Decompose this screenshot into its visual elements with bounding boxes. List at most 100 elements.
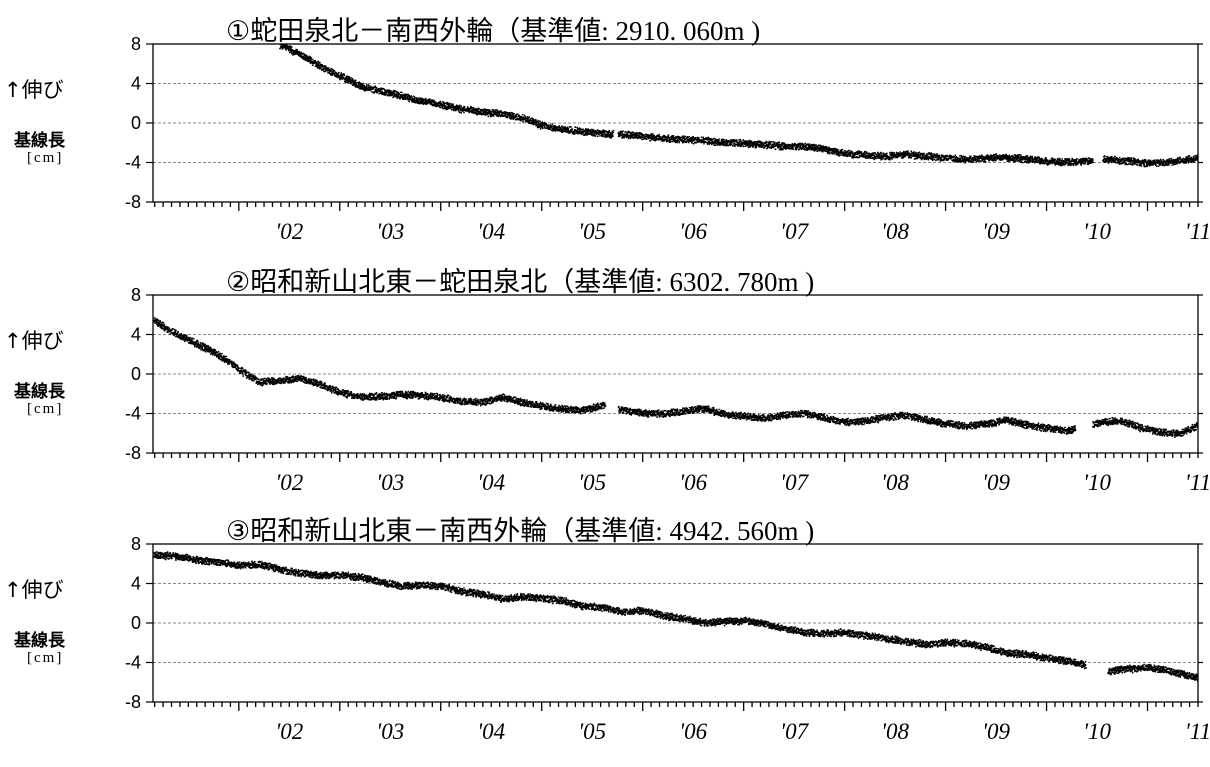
data-point: [393, 95, 396, 97]
data-point: [1045, 158, 1048, 161]
data-point: [1151, 161, 1154, 164]
data-point: [968, 160, 970, 163]
data-point: [930, 155, 932, 157]
data-point: [982, 160, 985, 163]
data-point: [857, 153, 859, 155]
data-point: [642, 136, 644, 139]
data-point: [1169, 158, 1171, 160]
data-point: [723, 138, 725, 141]
data-point: [630, 133, 633, 135]
data-point: [1157, 161, 1160, 164]
data-point: [858, 154, 861, 157]
data-point: [1149, 159, 1152, 162]
data-point: [491, 109, 493, 111]
data-point: [910, 150, 913, 153]
data-point: [824, 150, 826, 152]
data-point: [1112, 157, 1114, 159]
data-point: [415, 99, 417, 101]
data-point: [581, 133, 583, 136]
data-point: [1067, 162, 1069, 165]
data-point: [379, 89, 382, 92]
data-point: [1029, 157, 1031, 159]
data-point: [1140, 160, 1142, 162]
data-point: [375, 86, 378, 89]
data-point: [1020, 158, 1022, 161]
data-point: [432, 99, 434, 102]
data-point: [834, 148, 837, 150]
data-point: [849, 155, 852, 157]
data-point: [535, 118, 537, 121]
data-point: [532, 122, 534, 124]
data-point: [492, 109, 495, 111]
data-point: [645, 133, 647, 136]
data-point: [810, 145, 812, 148]
data-point: [414, 97, 416, 99]
data-point: [490, 112, 493, 114]
data-point: [716, 140, 718, 142]
data-point: [444, 102, 446, 104]
data-point: [334, 74, 336, 76]
data-point: [294, 52, 296, 55]
data-point: [812, 147, 814, 150]
data-point: [685, 141, 688, 143]
data-point: [872, 152, 874, 154]
data-point: [656, 135, 658, 137]
data-point: [879, 152, 881, 155]
data-point: [638, 135, 641, 138]
data-point: [1083, 159, 1086, 162]
data-point: [1075, 163, 1078, 166]
data-point: [807, 143, 809, 145]
data-point: [733, 142, 735, 145]
data-point: [690, 137, 693, 139]
data-point: [801, 145, 804, 148]
data-point: [1039, 163, 1041, 165]
data-point: [784, 146, 787, 148]
data-point: [730, 143, 732, 145]
data-point: [897, 152, 900, 154]
data-point: [595, 130, 597, 132]
data-point: [392, 92, 394, 95]
data-point: [442, 103, 445, 106]
data-point: [1144, 165, 1147, 168]
data-point: [943, 157, 946, 160]
data-point: [644, 137, 647, 140]
data-point: [926, 155, 928, 157]
data-point: [737, 143, 740, 145]
data-point: [383, 89, 386, 91]
data-point: [1008, 154, 1010, 156]
data-point: [320, 66, 322, 69]
data-point: [337, 72, 339, 75]
data-point: [953, 160, 955, 162]
data-point: [867, 154, 870, 157]
data-point: [597, 129, 599, 132]
data-point: [688, 139, 691, 142]
data-point: [388, 90, 391, 92]
data-point: [452, 103, 454, 106]
data-point: [332, 71, 334, 73]
data-point: [779, 146, 782, 148]
x-tick-label: '09: [982, 219, 1010, 244]
data-point: [484, 112, 487, 115]
data-points: [279, 44, 1198, 168]
data-point: [1080, 159, 1083, 161]
data-point: [333, 69, 335, 72]
data-point: [888, 156, 890, 158]
data-point: [1113, 159, 1116, 162]
data-point: [474, 109, 477, 111]
data-point: [951, 156, 953, 159]
data-point: [629, 137, 632, 140]
data-point: [976, 160, 979, 162]
data-point: [468, 111, 470, 114]
data-point: [410, 97, 412, 100]
data-point: [407, 94, 410, 96]
data-point: [1119, 160, 1121, 163]
data-point: [762, 145, 764, 147]
data-point: [518, 115, 521, 118]
data-point: [310, 58, 312, 61]
data-point: [340, 72, 342, 74]
data-point: [439, 100, 441, 103]
data-point: [1109, 158, 1111, 160]
data-point: [417, 97, 420, 100]
data-point: [729, 143, 731, 145]
data-point: [1117, 158, 1119, 160]
